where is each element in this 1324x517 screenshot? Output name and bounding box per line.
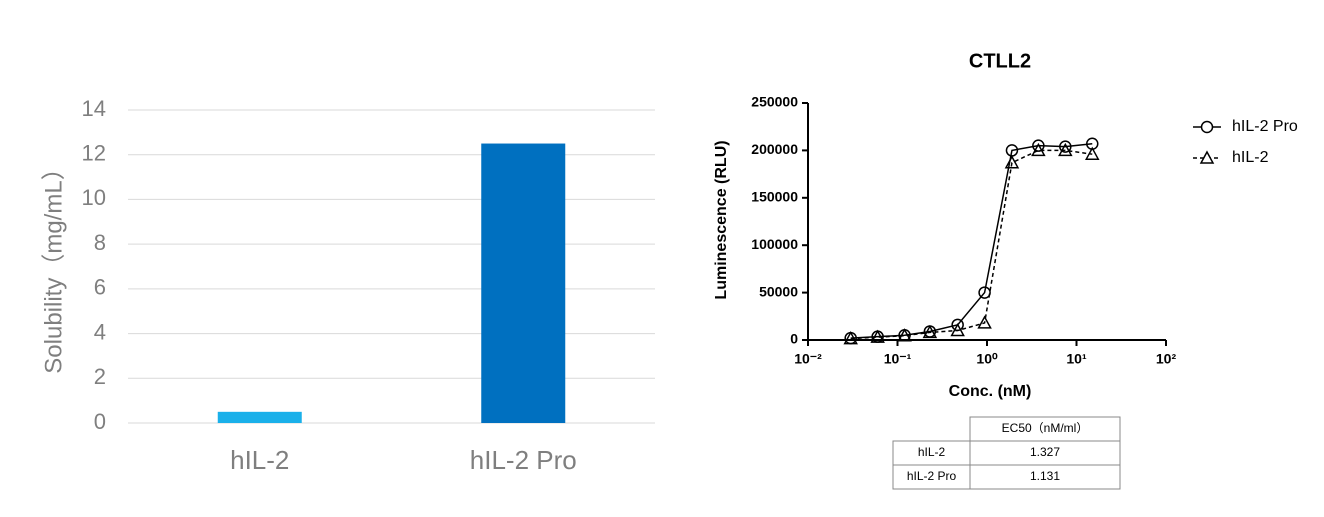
y-tick-label: 4 [94, 319, 106, 344]
x-tick-label: 10⁻¹ [884, 351, 912, 367]
data-point [1058, 142, 1073, 157]
data-point [897, 328, 912, 342]
chart-title: CTLL2 [969, 50, 1031, 72]
data-point [950, 322, 965, 337]
y-axis-label: Luminescence (RLU) [713, 140, 730, 299]
y-tick-label: 12 [82, 141, 106, 166]
table-value: 1.327 [1030, 445, 1060, 459]
bar [217, 411, 302, 423]
data-point [1032, 139, 1045, 152]
legend-label: hIL-2 [1232, 149, 1269, 166]
y-tick-label: 6 [94, 275, 106, 300]
y-tick-label: 250000 [751, 94, 798, 110]
data-point [1084, 146, 1100, 160]
data-point [922, 324, 938, 339]
x-tick-label: hIL-2 Pro [470, 445, 577, 475]
y-tick-label: 50000 [759, 283, 798, 299]
y-tick-label: 100000 [751, 236, 798, 252]
table-value: 1.131 [1030, 469, 1060, 483]
data-point [977, 315, 992, 329]
bar [481, 143, 566, 424]
x-tick-label: 10⁻² [794, 351, 822, 367]
legend-label: hIL-2 Pro [1232, 118, 1298, 135]
data-point [978, 286, 991, 299]
y-tick-label: 10 [82, 185, 106, 210]
table-header: EC50（nM/ml） [1002, 421, 1089, 435]
table-row-label: hIL-2 [918, 445, 946, 459]
data-point [1059, 140, 1072, 153]
y-tick-label: 8 [94, 230, 106, 255]
data-point [843, 331, 858, 345]
x-axis-label: Conc. (nM) [949, 383, 1032, 400]
y-tick-label: 14 [82, 96, 106, 121]
legend-marker [1200, 120, 1214, 134]
x-tick-label: 10¹ [1066, 351, 1087, 367]
x-tick-label: hIL-2 [230, 445, 289, 475]
legend-marker [1199, 150, 1215, 164]
series-line [850, 143, 1093, 339]
x-tick-label: 10⁰ [976, 351, 998, 367]
table-row-label: hIL-2 Pro [907, 469, 957, 483]
series-line [850, 149, 1093, 340]
x-tick-label: 10² [1156, 351, 1177, 367]
y-tick-label: 0 [94, 409, 106, 434]
table-cell [969, 464, 1121, 490]
y-tick-label: 150000 [751, 189, 798, 205]
y-tick-label: 0 [790, 331, 798, 347]
y-axis-label: Solubility（mg/mL） [40, 156, 67, 373]
data-point [1004, 155, 1020, 169]
y-tick-label: 2 [94, 364, 106, 389]
data-point [870, 329, 885, 343]
y-tick-label: 200000 [751, 141, 798, 157]
data-point [1031, 142, 1046, 157]
